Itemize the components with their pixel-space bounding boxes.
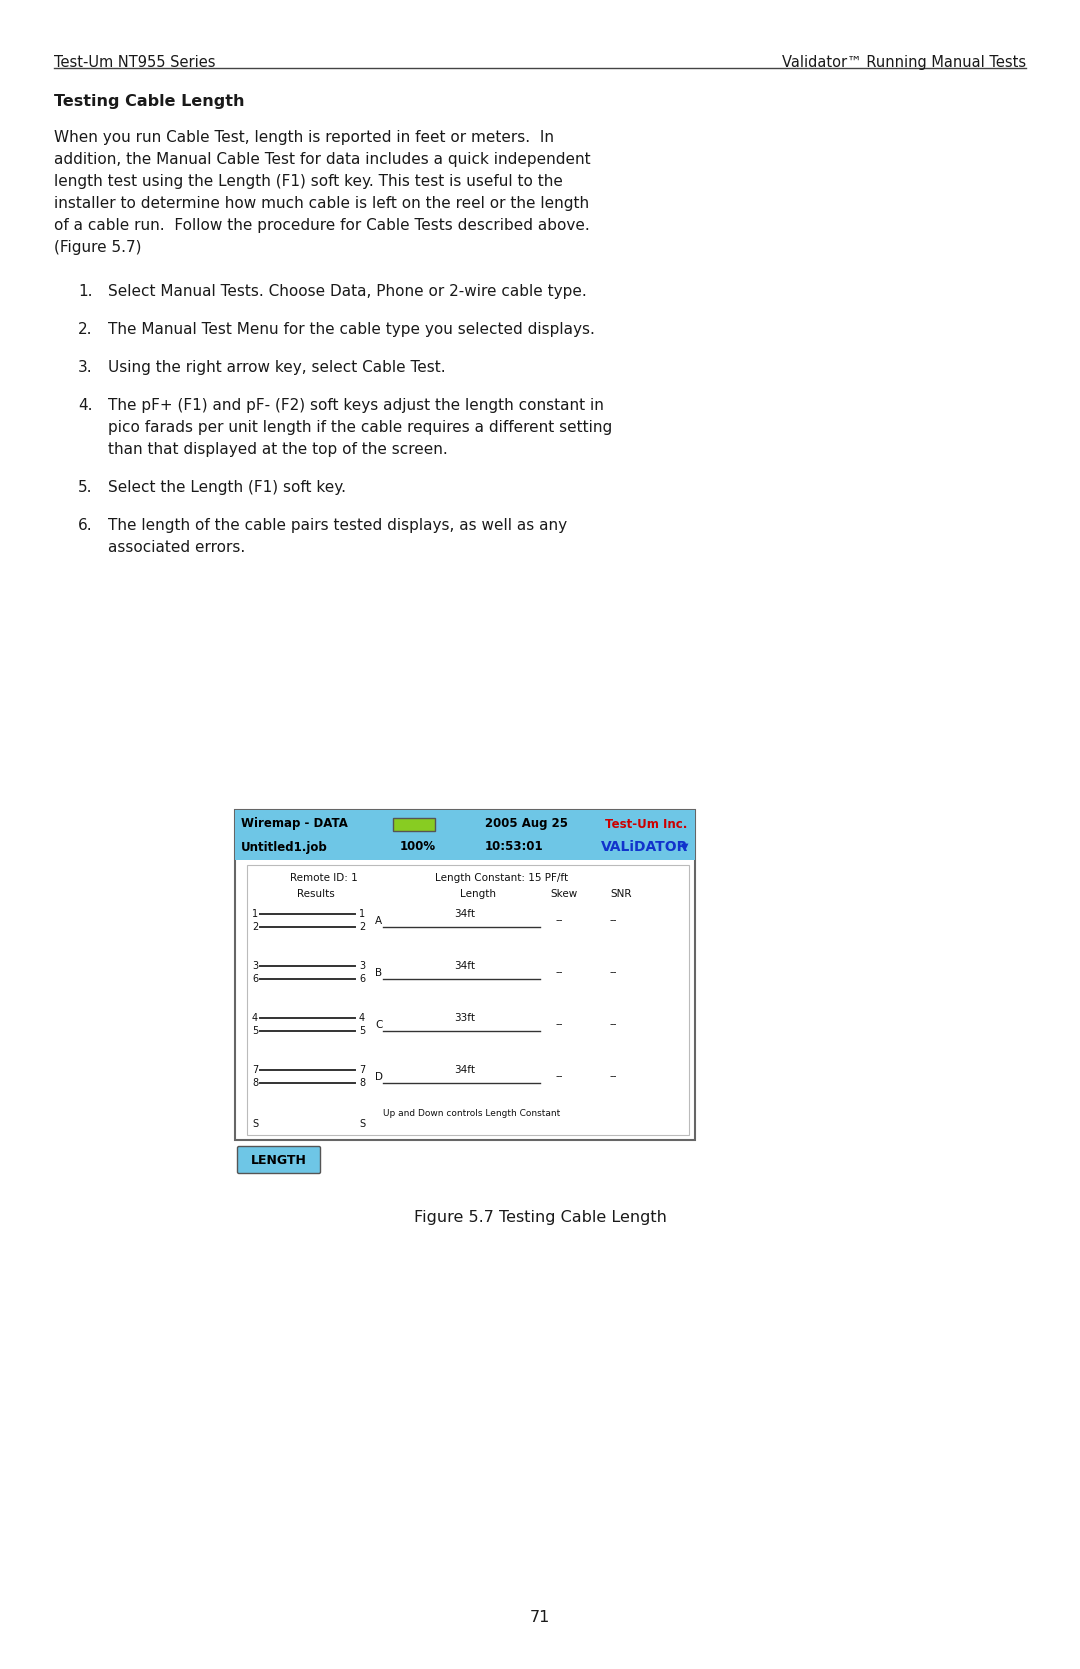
Text: 34ft: 34ft [455, 961, 475, 971]
Text: 8: 8 [359, 1078, 365, 1088]
Text: 100%: 100% [400, 841, 436, 853]
Text: 6: 6 [252, 975, 258, 985]
FancyBboxPatch shape [235, 809, 696, 860]
Text: Up and Down controls Length Constant: Up and Down controls Length Constant [383, 1110, 561, 1118]
Text: length test using the Length (F1) soft key. This test is useful to the: length test using the Length (F1) soft k… [54, 174, 563, 189]
Text: --: -- [610, 968, 618, 978]
Text: of a cable run.  Follow the procedure for Cable Tests described above.: of a cable run. Follow the procedure for… [54, 219, 590, 234]
Text: 4: 4 [252, 1013, 258, 1023]
Text: 10:53:01: 10:53:01 [485, 841, 543, 853]
Text: 2.: 2. [78, 322, 93, 337]
Text: The Manual Test Menu for the cable type you selected displays.: The Manual Test Menu for the cable type … [108, 322, 595, 337]
Text: Test-Um Inc.: Test-Um Inc. [605, 818, 687, 831]
FancyBboxPatch shape [238, 1147, 321, 1173]
Text: addition, the Manual Cable Test for data includes a quick independent: addition, the Manual Cable Test for data… [54, 152, 591, 167]
Text: Test-Um NT955 Series: Test-Um NT955 Series [54, 55, 216, 70]
Text: 5: 5 [359, 1026, 365, 1036]
Text: LENGTH: LENGTH [251, 1153, 307, 1167]
Text: Select Manual Tests. Choose Data, Phone or 2-wire cable type.: Select Manual Tests. Choose Data, Phone … [108, 284, 586, 299]
Text: 5: 5 [252, 1026, 258, 1036]
Text: 2005 Aug 25: 2005 Aug 25 [485, 818, 568, 831]
FancyBboxPatch shape [235, 809, 696, 1140]
Text: 7: 7 [359, 1065, 365, 1075]
Text: --: -- [610, 916, 618, 926]
Text: (Figure 5.7): (Figure 5.7) [54, 240, 141, 255]
Text: The pF+ (F1) and pF- (F2) soft keys adjust the length constant in: The pF+ (F1) and pF- (F2) soft keys adju… [108, 397, 604, 412]
Text: associated errors.: associated errors. [108, 541, 245, 556]
Text: 1.: 1. [78, 284, 93, 299]
Text: 1: 1 [359, 910, 365, 920]
Text: Skew: Skew [550, 890, 577, 900]
Text: --: -- [555, 968, 563, 978]
FancyBboxPatch shape [393, 818, 435, 831]
Text: 2: 2 [252, 921, 258, 931]
Text: 6.: 6. [78, 517, 93, 532]
Text: 4.: 4. [78, 397, 93, 412]
Text: D: D [375, 1071, 383, 1082]
Text: 6: 6 [359, 975, 365, 985]
Text: 34ft: 34ft [455, 910, 475, 920]
Text: Results: Results [297, 890, 335, 900]
Text: Using the right arrow key, select Cable Test.: Using the right arrow key, select Cable … [108, 361, 446, 376]
Text: 3: 3 [359, 961, 365, 971]
Text: Untitled1.job: Untitled1.job [241, 841, 327, 853]
Text: installer to determine how much cable is left on the reel or the length: installer to determine how much cable is… [54, 195, 589, 210]
Text: Length: Length [460, 890, 496, 900]
Text: 5.: 5. [78, 481, 93, 496]
Text: --: -- [555, 1020, 563, 1030]
Text: 8: 8 [252, 1078, 258, 1088]
Text: When you run Cable Test, length is reported in feet or meters.  In: When you run Cable Test, length is repor… [54, 130, 554, 145]
Text: C: C [375, 1020, 382, 1030]
Text: 34ft: 34ft [455, 1065, 475, 1075]
Text: SNR: SNR [610, 890, 632, 900]
Text: Length Constant: 15 PF/ft: Length Constant: 15 PF/ft [435, 873, 568, 883]
Text: than that displayed at the top of the screen.: than that displayed at the top of the sc… [108, 442, 448, 457]
Text: 3.: 3. [78, 361, 93, 376]
Text: A: A [375, 916, 382, 926]
Text: 4: 4 [359, 1013, 365, 1023]
Text: Remote ID: 1: Remote ID: 1 [291, 873, 357, 883]
Text: --: -- [610, 1071, 618, 1082]
Text: 33ft: 33ft [455, 1013, 475, 1023]
Text: ▼: ▼ [681, 841, 689, 851]
Text: --: -- [555, 1071, 563, 1082]
Text: 71: 71 [530, 1611, 550, 1626]
FancyBboxPatch shape [247, 865, 689, 1135]
Text: --: -- [555, 916, 563, 926]
Text: Testing Cable Length: Testing Cable Length [54, 93, 244, 108]
Text: Figure 5.7 Testing Cable Length: Figure 5.7 Testing Cable Length [414, 1210, 666, 1225]
Text: pico farads per unit length if the cable requires a different setting: pico farads per unit length if the cable… [108, 421, 612, 436]
Text: S: S [359, 1118, 365, 1128]
Text: Select the Length (F1) soft key.: Select the Length (F1) soft key. [108, 481, 346, 496]
Text: Wiremap - DATA: Wiremap - DATA [241, 818, 348, 831]
Text: The length of the cable pairs tested displays, as well as any: The length of the cable pairs tested dis… [108, 517, 567, 532]
Text: S: S [252, 1118, 258, 1128]
Text: --: -- [610, 1020, 618, 1030]
Text: 3: 3 [252, 961, 258, 971]
Text: 1: 1 [252, 910, 258, 920]
Text: Validator™ Running Manual Tests: Validator™ Running Manual Tests [782, 55, 1026, 70]
Text: 7: 7 [252, 1065, 258, 1075]
Text: B: B [375, 968, 382, 978]
Text: VALiDATOR: VALiDATOR [600, 840, 688, 855]
Text: 2: 2 [359, 921, 365, 931]
